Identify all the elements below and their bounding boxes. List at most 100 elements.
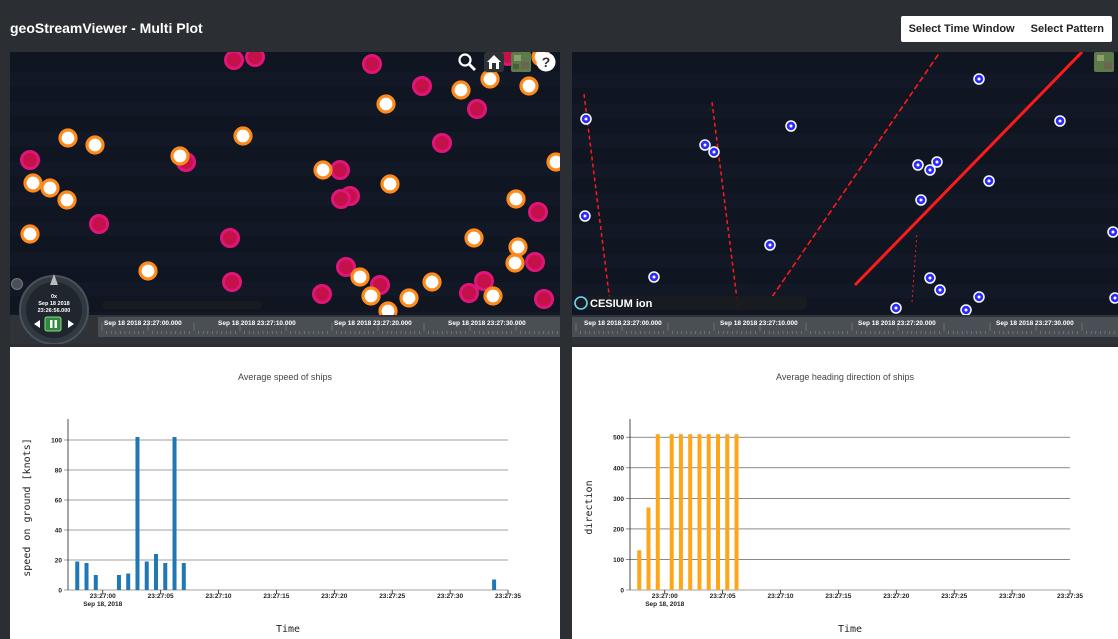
ship-marker-magenta[interactable] [525,252,545,272]
bar[interactable] [84,563,89,590]
ship-marker-magenta[interactable] [336,257,356,277]
ship-marker-orange[interactable] [233,126,253,146]
bar[interactable] [734,434,739,590]
ocean-texture [572,224,1118,238]
speed-needle-icon[interactable] [50,274,58,285]
ship-marker-orange[interactable] [422,272,442,292]
ship-marker-orange[interactable] [376,94,396,114]
ship-marker-orange[interactable] [506,189,526,209]
bar[interactable] [75,561,80,591]
bar[interactable] [135,437,140,590]
ship-marker-orange[interactable] [464,228,484,248]
bar[interactable] [492,579,497,591]
search-icon[interactable] [457,52,477,72]
play-forward-icon[interactable] [68,320,74,328]
y-tick-label: 500 [613,435,624,442]
ship-marker-orange[interactable] [508,237,528,257]
bar[interactable] [706,434,711,590]
bar[interactable] [716,434,720,590]
y-tick-label: 40 [55,528,63,535]
map-canvas-right[interactable]: CESIUM ion Sep 18 2018 23:27:00.000 Sep 18… [572,52,1118,344]
map-view-right[interactable]: CESIUM ion Sep 18 2018 23:27:00.000 Sep 18… [572,52,1118,344]
ship-marker-magenta[interactable] [432,133,452,153]
map-canvas-left[interactable]: Sep 18 2018 23:27:00.000 Sep 18 2018 23:2… [10,52,560,344]
ship-marker-magenta[interactable] [245,52,265,67]
ship-marker-orange[interactable] [313,160,333,180]
bar[interactable] [688,434,693,590]
ship-marker-magenta[interactable] [220,228,240,248]
ship-marker-magenta[interactable] [312,284,332,304]
map-view-left[interactable]: Sep 18 2018 23:27:00.000 Sep 18 2018 23:2… [10,52,560,344]
ship-marker-magenta[interactable] [20,150,40,170]
play-reverse-icon[interactable] [34,320,40,328]
ship-marker-magenta[interactable] [528,202,548,222]
select-pattern-button[interactable]: Select Pattern [1030,23,1104,35]
timeline-track[interactable] [98,317,560,337]
bar[interactable] [163,563,168,590]
ship-marker-magenta[interactable] [362,54,382,74]
ship-marker-orange[interactable] [20,224,40,244]
ship-marker-orange[interactable] [85,135,105,155]
pause-button[interactable] [44,316,62,332]
ship-marker-orange[interactable] [399,288,419,308]
ship-marker-orange[interactable] [519,76,539,96]
help-icon[interactable]: ? [536,52,556,72]
bar[interactable] [669,434,674,590]
ship-marker-orange[interactable] [58,128,78,148]
bar[interactable] [93,575,98,590]
ship-marker-magenta[interactable] [224,52,244,70]
ship-marker-magenta[interactable] [534,289,554,309]
y-tick-label: 20 [55,558,63,565]
bar[interactable] [172,437,177,590]
ship-marker-orange[interactable] [40,178,60,198]
ship-marker-magenta[interactable] [459,283,479,303]
bar[interactable] [725,434,730,590]
ship-marker-orange[interactable] [350,267,370,287]
ship-marker-orange[interactable] [23,173,43,193]
bar[interactable] [646,507,651,591]
ship-marker-magenta[interactable] [412,76,432,96]
ship-marker-center [928,276,932,280]
timeline-track[interactable] [572,317,1118,337]
bar[interactable] [181,563,186,590]
clock-settings-icon[interactable] [11,278,23,290]
y-tick-label: 0 [620,588,624,595]
home-icon[interactable] [484,52,504,72]
layers-icon[interactable] [511,52,531,72]
ship-marker-orange[interactable] [170,146,190,166]
ship-marker-center [584,117,588,121]
bar[interactable] [144,561,149,591]
ship-marker-magenta[interactable] [89,214,109,234]
bar[interactable] [116,575,121,590]
bar[interactable] [637,550,642,590]
layers-icon[interactable] [1094,52,1114,72]
timeline-label: Sep 18 2018 23:27:00.000 [104,320,182,327]
ship-marker-orange[interactable] [483,286,503,306]
bar[interactable] [655,434,660,590]
x-date-label: Sep 18, 2018 [83,601,122,608]
ship-marker-orange[interactable] [361,286,381,306]
bar[interactable] [678,434,683,590]
ship-marker-magenta[interactable] [474,271,494,291]
bar[interactable] [697,434,702,590]
ship-marker-orange[interactable] [138,261,158,281]
select-time-window-button[interactable]: Select Time Window [908,23,1015,35]
bar[interactable] [126,573,131,591]
ship-marker-orange[interactable] [451,80,471,100]
ship-marker-magenta[interactable] [330,160,350,180]
heading-chart: Average heading direction of ships 0 100 20… [584,372,1083,635]
ship-marker-center [652,275,656,279]
ship-marker-center [703,143,707,147]
ship-marker-orange[interactable] [546,152,560,172]
ship-marker-magenta[interactable] [467,99,487,119]
bar[interactable] [154,554,158,590]
ship-marker-orange[interactable] [57,190,77,210]
ship-marker-magenta[interactable] [331,189,351,209]
y-tick-label: 200 [613,526,624,533]
timeline-label: Sep 18 2018 23:27:00.000 [584,320,662,327]
ship-marker-orange[interactable] [380,174,400,194]
ship-marker-magenta[interactable] [222,272,242,292]
ship-marker-orange[interactable] [505,253,525,273]
ship-marker-orange[interactable] [480,69,500,89]
ship-marker-center [977,77,981,81]
